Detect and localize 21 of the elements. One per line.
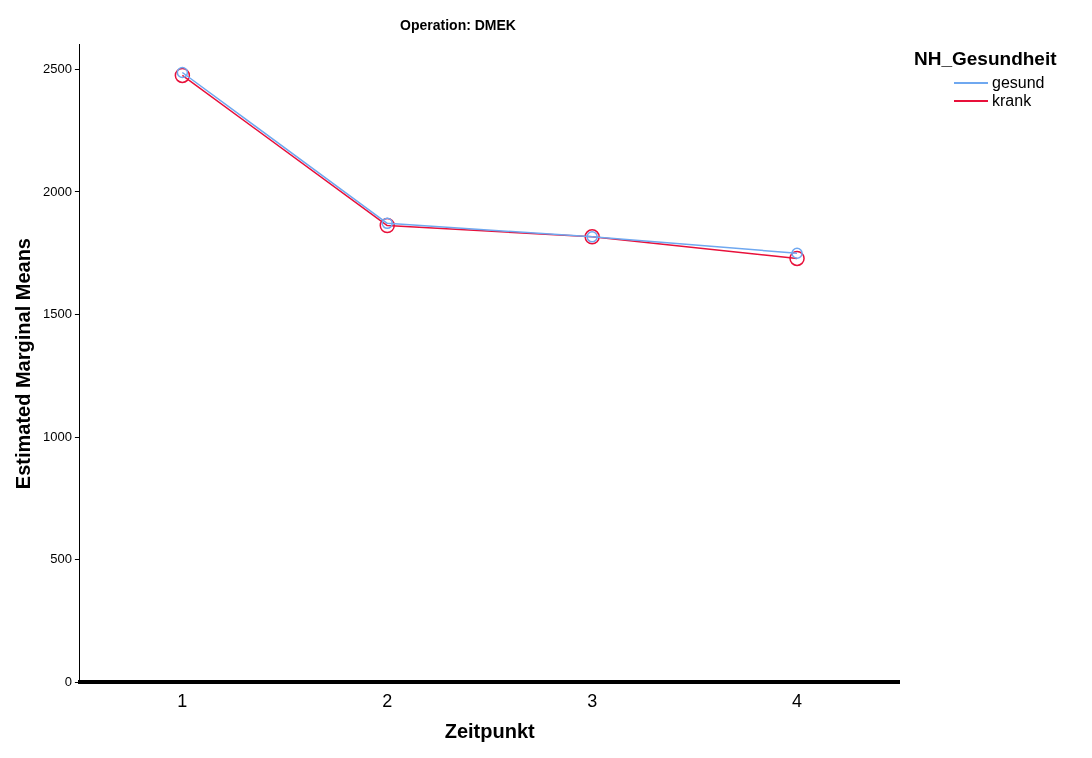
- x-tick-label: 3: [587, 691, 598, 712]
- x-tick-label: 2: [382, 691, 393, 712]
- y-tick-label: 1000: [43, 428, 72, 444]
- point: [176, 66, 189, 79]
- x-tick-label: 1: [177, 691, 188, 712]
- x-tick-label: 4: [792, 691, 803, 712]
- legend-title: NH_Gesundheit: [914, 48, 1057, 70]
- point: [174, 67, 191, 84]
- chart-title: Operation: DMEK: [400, 17, 516, 34]
- y-tick-label: 0: [64, 673, 72, 689]
- legend-label: gesund: [992, 74, 1045, 92]
- y-tick-label: 2000: [43, 183, 72, 199]
- y-axis-title: Estimated Marginal Means: [11, 238, 34, 490]
- point: [381, 217, 394, 230]
- point: [379, 217, 396, 234]
- y-tick-label: 2500: [43, 60, 72, 76]
- legend-label: krank: [992, 92, 1032, 110]
- y-tick-label: 1500: [43, 306, 72, 322]
- point: [789, 250, 805, 267]
- x-axis-title: Zeitpunkt: [444, 719, 536, 742]
- y-tick-label: 500: [50, 551, 72, 567]
